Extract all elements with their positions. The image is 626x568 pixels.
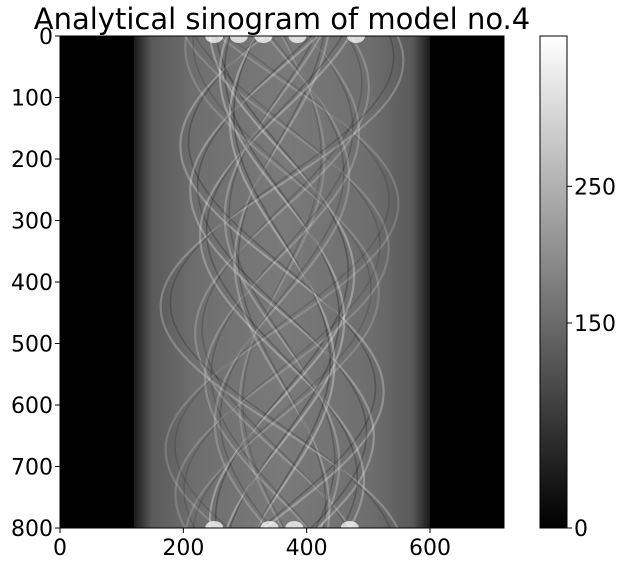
bright-spot [254,36,273,43]
bright-spot [340,521,359,528]
bright-spot [285,521,304,528]
sinusoid-shadow [196,36,368,528]
sinusoid-trace [179,36,385,528]
y-tick-label: 300 [11,210,53,235]
sinusoid-shadow [214,36,350,528]
sinusoid-shadow [228,36,336,528]
bright-spot [288,36,307,43]
sinusoid-shadow [192,36,372,528]
sinusoid-trace [228,36,336,528]
sinusoid-shadow [201,36,363,528]
sinusoid-trace [238,36,326,528]
bright-spot [205,36,224,43]
colorbar-tick-label: 0 [574,517,588,542]
sinusoid-trace [189,36,375,528]
sinusoid-shadow [219,36,345,528]
sinusoid-shadow [223,36,341,528]
sinusoid-shadow [187,36,377,528]
y-axis: 0 100 200 300 400 500 600 700 800 [11,25,60,542]
y-tick-label: 200 [11,148,53,173]
x-tick-label: 200 [162,536,204,561]
y-tick-label: 500 [11,333,53,358]
sinusoid-shadow [233,36,331,528]
y-tick-label: 0 [39,25,53,50]
x-axis: 0 200 400 600 [53,528,451,561]
bright-spot [229,36,248,43]
x-tick-label: 400 [286,536,328,561]
sinogram-image [60,36,504,528]
sinusoid-trace [218,36,346,528]
sinusoid-trace [184,36,380,528]
sinusoid-shadow [205,36,359,528]
sinusoid-trace [194,36,370,528]
chart-title: Analytical sinogram of model no.4 [34,2,530,36]
sinusoid-trace [233,36,331,528]
sinusoid-shadow [169,36,395,528]
sinusoid-trace [213,36,351,528]
y-tick-label: 100 [11,87,53,112]
sinusoid-trace [223,36,341,528]
sinusoid-shadow [210,36,354,528]
colorbar-gradient [539,35,568,529]
sinusoid-trace [203,36,361,528]
y-tick-label: 400 [11,271,53,296]
sinusoid-trace [164,36,400,528]
bright-spot [205,521,224,528]
colorbar-tick-label: 150 [574,312,616,337]
sinusoid-trace [159,36,405,528]
sinusoid-trace [208,36,356,528]
sinusoid-shadow [242,36,322,528]
colorbar-tick-label: 250 [574,175,616,200]
object-support-band [134,36,430,528]
sinusoid-shadow [183,36,381,528]
sinusoid-trace [174,36,390,528]
x-tick-label: 0 [53,536,67,561]
sinusoid-shadow [174,36,390,528]
y-tick-label: 700 [11,456,53,481]
colorbar: 0 150 250 [539,35,616,542]
y-tick-label: 600 [11,394,53,419]
x-tick-label: 600 [409,536,451,561]
sinusoid-trace [199,36,365,528]
bright-spot [347,36,365,43]
y-tick-label: 800 [11,517,53,542]
sinusoid-shadow [237,36,327,528]
bright-spot [260,521,279,528]
